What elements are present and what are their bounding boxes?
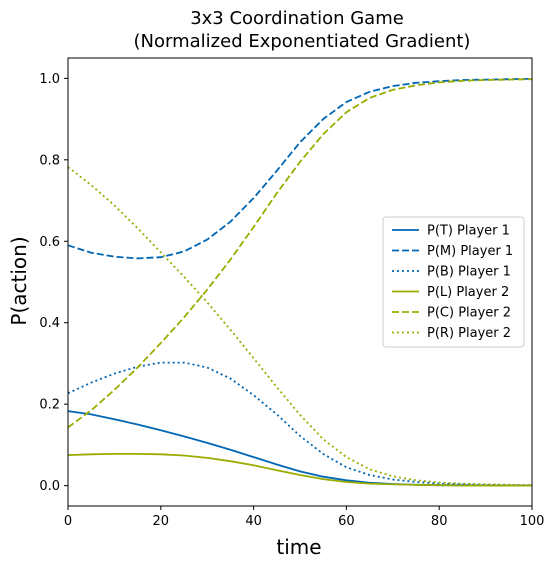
x-tick-label: 60 [338, 514, 355, 529]
axes: 0 20 40 60 80 100 0.0 0.2 0.4 0.6 0.8 1.0 [39, 57, 545, 529]
y-tick-label: 0.4 [39, 316, 60, 331]
legend-label-6: P(R) Player 2 [427, 326, 511, 341]
legend-label-1: P(T) Player 1 [427, 224, 510, 239]
legend: P(T) Player 1 P(M) Player 1 P(B) Player 1 P… [382, 216, 525, 348]
y-tick-label: 0.8 [39, 153, 60, 168]
y-tick-label: 0.0 [39, 479, 60, 494]
series-line-4 [67, 453, 532, 487]
y-tick-label: 0.2 [39, 398, 60, 413]
x-tick-label: 80 [431, 514, 448, 529]
legend-label-2: P(M) Player 1 [427, 244, 513, 259]
plot-area [67, 77, 533, 487]
y-tick-label: 1.0 [39, 72, 60, 87]
series-line-3 [67, 361, 532, 487]
legend-box [382, 216, 525, 348]
legend-label-4: P(L) Player 2 [427, 285, 509, 300]
chart-title-line1: 3x3 Coordination Game [190, 8, 404, 29]
legend-label-3: P(B) Player 1 [427, 265, 511, 280]
x-axis-label: time [276, 535, 321, 559]
chart-title-line2: (Normalized Exponentiated Gradient) [134, 31, 471, 52]
y-tick-label: 0.6 [39, 235, 60, 250]
series-line-6 [67, 166, 533, 487]
series-line-5 [67, 78, 533, 429]
legend-label-5: P(C) Player 2 [427, 306, 511, 321]
series-line-2 [67, 77, 533, 260]
y-axis-label: P(action) [7, 236, 31, 325]
x-tick-label: 100 [520, 514, 545, 529]
x-tick-label: 0 [64, 514, 72, 529]
x-tick-label: 20 [153, 514, 170, 529]
x-tick-label: 40 [245, 514, 262, 529]
axes-frame [67, 57, 533, 507]
